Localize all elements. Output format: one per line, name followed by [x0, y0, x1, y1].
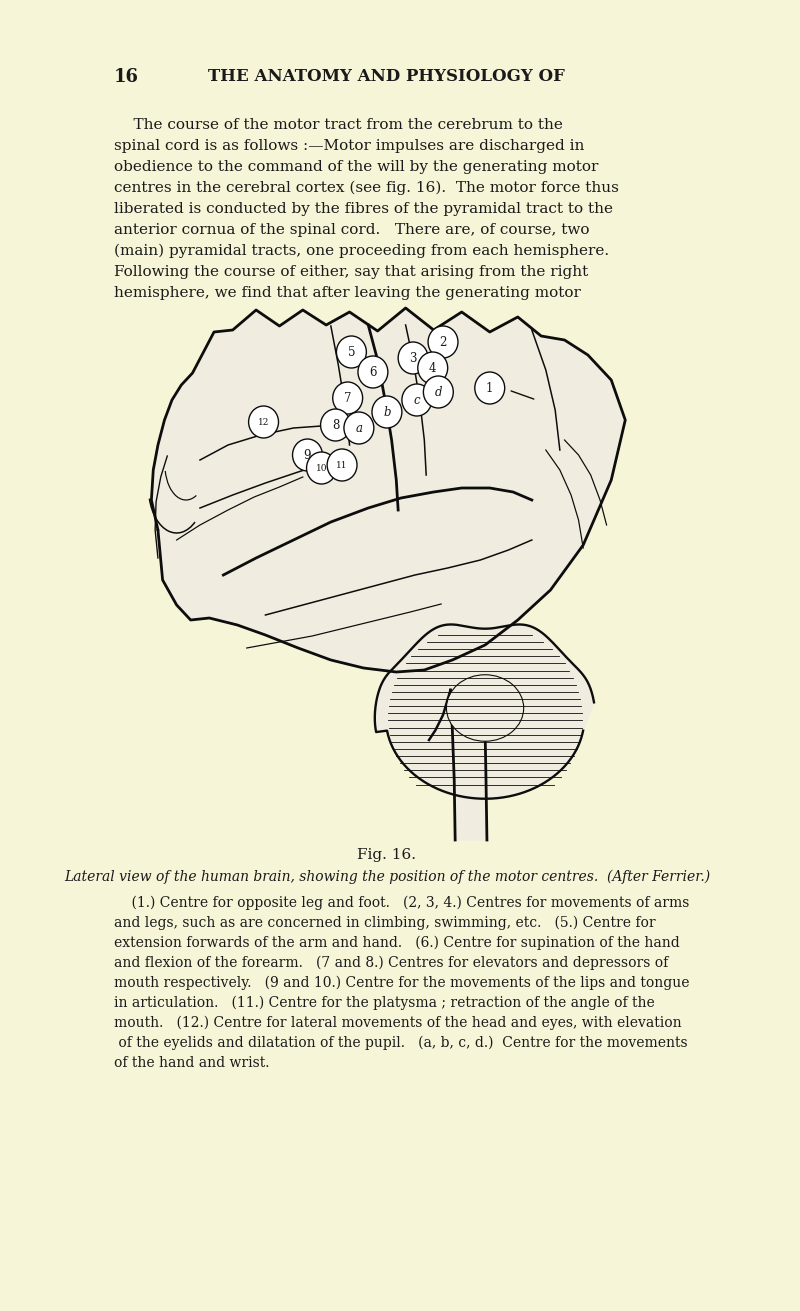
Circle shape — [249, 406, 278, 438]
Text: The course of the motor tract from the cerebrum to the: The course of the motor tract from the c… — [114, 118, 563, 132]
Text: anterior cornua of the spinal cord.   There are, of course, two: anterior cornua of the spinal cord. Ther… — [114, 223, 590, 237]
Polygon shape — [374, 624, 594, 798]
Text: 3: 3 — [410, 351, 417, 364]
Circle shape — [306, 452, 337, 484]
Text: 6: 6 — [369, 366, 377, 379]
Circle shape — [418, 351, 448, 384]
Circle shape — [428, 326, 458, 358]
Circle shape — [372, 396, 402, 427]
Circle shape — [333, 382, 362, 414]
Text: a: a — [355, 422, 362, 434]
Text: 4: 4 — [429, 362, 437, 375]
Circle shape — [402, 384, 432, 416]
Text: (1.) Centre for opposite leg and foot.   (2, 3, 4.) Centres for movements of arm: (1.) Centre for opposite leg and foot. (… — [114, 895, 690, 910]
Circle shape — [344, 412, 374, 444]
Text: and flexion of the forearm.   (7 and 8.) Centres for elevators and depressors of: and flexion of the forearm. (7 and 8.) C… — [114, 956, 668, 970]
Text: liberated is conducted by the fibres of the pyramidal tract to the: liberated is conducted by the fibres of … — [114, 202, 613, 216]
Text: centres in the cerebral cortex (see fig. 16).  The motor force thus: centres in the cerebral cortex (see fig.… — [114, 181, 619, 195]
Text: 7: 7 — [344, 392, 351, 405]
Circle shape — [474, 372, 505, 404]
Text: d: d — [434, 385, 442, 399]
Polygon shape — [151, 308, 626, 673]
Circle shape — [398, 342, 428, 374]
Text: 8: 8 — [332, 418, 339, 431]
Text: mouth respectively.   (9 and 10.) Centre for the movements of the lips and tongu: mouth respectively. (9 and 10.) Centre f… — [114, 975, 690, 990]
Text: in articulation.   (11.) Centre for the platysma ; retraction of the angle of th: in articulation. (11.) Centre for the pl… — [114, 996, 654, 1011]
Text: hemisphere, we find that after leaving the generating motor: hemisphere, we find that after leaving t… — [114, 286, 581, 300]
Text: 1: 1 — [486, 382, 494, 395]
Text: Following the course of either, say that arising from the right: Following the course of either, say that… — [114, 265, 588, 279]
Circle shape — [337, 336, 366, 368]
Text: (main) pyramidal tracts, one proceeding from each hemisphere.: (main) pyramidal tracts, one proceeding … — [114, 244, 609, 258]
Text: of the eyelids and dilatation of the pupil.   (a, b, c, d.)  Centre for the move: of the eyelids and dilatation of the pup… — [114, 1036, 688, 1050]
Text: 16: 16 — [114, 68, 139, 87]
Text: spinal cord is as follows :—Motor impulses are discharged in: spinal cord is as follows :—Motor impuls… — [114, 139, 584, 153]
Polygon shape — [450, 690, 487, 840]
Text: obedience to the command of the will by the generating motor: obedience to the command of the will by … — [114, 160, 598, 174]
Text: Fig. 16.: Fig. 16. — [358, 848, 417, 863]
Text: 5: 5 — [348, 346, 355, 358]
Text: 12: 12 — [258, 417, 270, 426]
Text: 9: 9 — [304, 448, 311, 461]
Text: b: b — [383, 405, 390, 418]
Circle shape — [358, 357, 388, 388]
Text: c: c — [414, 393, 420, 406]
Text: of the hand and wrist.: of the hand and wrist. — [114, 1055, 270, 1070]
Text: 2: 2 — [439, 336, 446, 349]
Text: Lateral view of the human brain, showing the position of the motor centres.  (Af: Lateral view of the human brain, showing… — [64, 871, 710, 885]
Text: extension forwards of the arm and hand.   (6.) Centre for supination of the hand: extension forwards of the arm and hand. … — [114, 936, 680, 950]
Circle shape — [327, 448, 357, 481]
Ellipse shape — [446, 675, 524, 741]
Text: mouth.   (12.) Centre for lateral movements of the head and eyes, with elevation: mouth. (12.) Centre for lateral movement… — [114, 1016, 682, 1030]
Text: 11: 11 — [336, 460, 348, 469]
Circle shape — [321, 409, 350, 440]
Circle shape — [423, 376, 454, 408]
Text: THE ANATOMY AND PHYSIOLOGY OF: THE ANATOMY AND PHYSIOLOGY OF — [209, 68, 566, 85]
Text: 10: 10 — [316, 464, 327, 472]
Circle shape — [293, 439, 322, 471]
Text: and legs, such as are concerned in climbing, swimming, etc.   (5.) Centre for: and legs, such as are concerned in climb… — [114, 916, 656, 931]
